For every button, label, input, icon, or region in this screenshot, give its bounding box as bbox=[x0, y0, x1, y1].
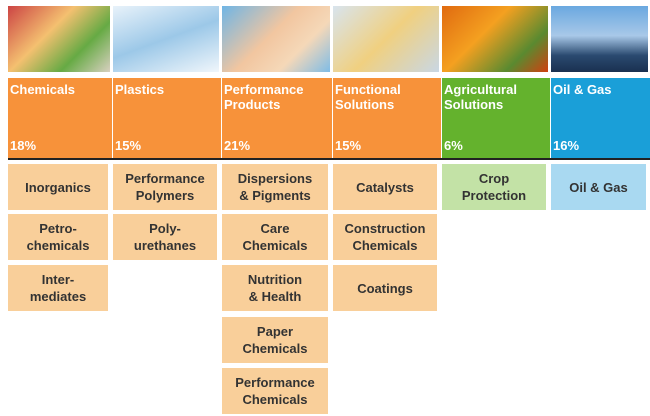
segment-name: Agricultural Solutions bbox=[444, 82, 548, 112]
segment-name: Plastics bbox=[115, 82, 219, 97]
business-unit: Performance Polymers bbox=[113, 164, 217, 210]
segment-share: 6% bbox=[444, 138, 463, 153]
segment-share: 16% bbox=[553, 138, 579, 153]
business-unit: Nutrition & Health bbox=[222, 265, 328, 311]
business-unit: Coatings bbox=[333, 265, 437, 311]
business-unit: Paper Chemicals bbox=[222, 317, 328, 363]
segment-name: Functional Solutions bbox=[335, 82, 439, 112]
segment-share: 18% bbox=[10, 138, 36, 153]
segment-name: Chemicals bbox=[10, 82, 110, 97]
business-unit: Dispersions & Pigments bbox=[222, 164, 328, 210]
business-unit: Construction Chemicals bbox=[333, 214, 437, 260]
business-unit: Poly- urethanes bbox=[113, 214, 217, 260]
business-unit: Petro- chemicals bbox=[8, 214, 108, 260]
divider bbox=[8, 158, 650, 160]
segment-header: Functional Solutions 15% bbox=[333, 78, 441, 158]
segment-share: 15% bbox=[335, 138, 361, 153]
segment-header: Plastics 15% bbox=[113, 78, 221, 158]
segment-header: Chemicals 18% bbox=[8, 78, 112, 158]
segment-header: Oil & Gas 16% bbox=[551, 78, 650, 158]
segment-header: Performance Products 21% bbox=[222, 78, 332, 158]
segment-photo bbox=[442, 6, 548, 72]
segment-photo bbox=[333, 6, 439, 72]
business-unit: Crop Protection bbox=[442, 164, 546, 210]
segment-name: Performance Products bbox=[224, 82, 330, 112]
segment-photo bbox=[551, 6, 648, 72]
segment-name: Oil & Gas bbox=[553, 82, 648, 97]
business-unit: Care Chemicals bbox=[222, 214, 328, 260]
business-unit: Performance Chemicals bbox=[222, 368, 328, 414]
segment-diagram: Chemicals 18% InorganicsPetro- chemicals In… bbox=[0, 0, 650, 416]
segment-share: 15% bbox=[115, 138, 141, 153]
business-unit: Catalysts bbox=[333, 164, 437, 210]
business-unit: Inorganics bbox=[8, 164, 108, 210]
segment-photo bbox=[8, 6, 110, 72]
business-unit: Oil & Gas bbox=[551, 164, 646, 210]
segment-share: 21% bbox=[224, 138, 250, 153]
segment-photo bbox=[222, 6, 330, 72]
segment-header: Agricultural Solutions 6% bbox=[442, 78, 550, 158]
business-unit: Inter- mediates bbox=[8, 265, 108, 311]
segment-photo bbox=[113, 6, 219, 72]
